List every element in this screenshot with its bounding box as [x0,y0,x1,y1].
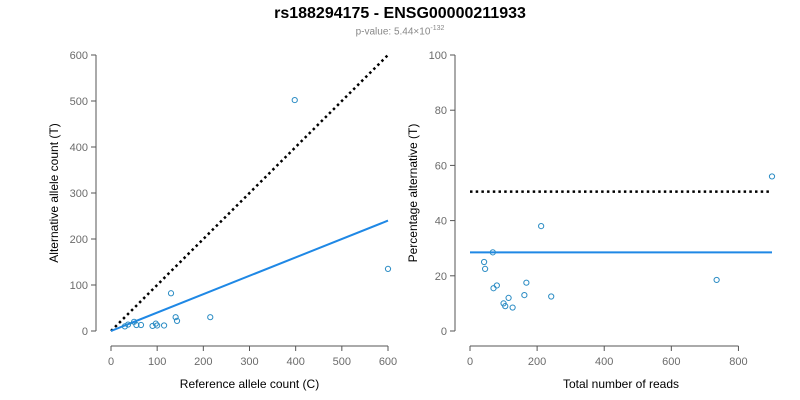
y-tick-label: 300 [70,188,88,200]
y-tick-label: 100 [70,280,88,292]
y-axis-title: Percentage alternative (T) [406,124,420,263]
data-point [480,258,488,266]
y-tick-label: 400 [70,142,88,154]
x-tick-label: 200 [194,356,212,368]
y-tick-label: 80 [435,105,447,117]
data-point [493,282,500,289]
x-tick-label: 0 [467,356,473,368]
x-axis-title: Total number of reads [563,377,679,391]
x-tick-label: 400 [286,356,304,368]
data-point [124,321,132,328]
data-point [121,323,128,330]
data-point [521,292,528,299]
data-point [384,265,392,272]
x-tick-label: 500 [333,356,351,368]
data-point [133,321,140,329]
y-tick-label: 0 [441,326,447,338]
data-point [509,304,516,311]
chart-title: rs188294175 - ENSG00000211933 [274,5,526,22]
data-point [505,294,512,301]
data-point [207,314,214,321]
y-tick-label: 60 [435,160,447,172]
y-tick-label: 500 [70,96,88,108]
data-point [167,290,175,297]
x-axis-title: Reference allele count (C) [180,377,319,391]
x-tick-label: 200 [528,356,546,368]
data-point [548,293,555,300]
x-tick-label: 600 [379,356,397,368]
reference-line [110,54,389,332]
data-point [489,249,496,256]
data-point [160,322,168,329]
y-tick-label: 600 [70,50,88,62]
x-tick-label: 300 [240,356,258,368]
x-tick-label: 600 [662,356,680,368]
percentage-alternative-scatter-panel: 0 200 400 600 800 0 20 40 60 80 100 Total number of… [406,50,776,391]
allele-count-scatter-panel: 0 100 200 300 400 500 600 0 100 200 300 400 500 600 Re… [47,50,397,391]
data-point [502,303,509,310]
data-point [291,96,298,104]
chart-subtitle: p-value: 5.44×10-132 [0,25,800,37]
data-point [768,173,776,180]
data-point [538,223,545,230]
data-point [137,321,145,329]
y-tick-label: 40 [435,216,447,228]
y-tick-label: 20 [435,271,447,283]
data-point [152,320,159,327]
y-tick-label: 200 [70,234,88,246]
data-point [490,285,497,292]
x-tick-label: 100 [148,356,166,368]
data-point [523,279,530,286]
y-axis-title: Alternative allele count (T) [47,123,61,262]
y-tick-label: 0 [82,326,88,338]
data-point [173,317,181,324]
x-tick-label: 800 [729,356,747,368]
data-point [482,265,489,272]
x-tick-label: 0 [108,356,114,368]
x-tick-label: 400 [595,356,613,368]
p-value-exponent: -132 [430,25,445,32]
data-point [154,322,161,329]
p-value-text: p-value: 5.44×10 [355,26,431,38]
fit-line [110,219,389,332]
data-point [172,314,179,321]
y-tick-label: 100 [429,50,447,62]
data-point [713,276,720,284]
